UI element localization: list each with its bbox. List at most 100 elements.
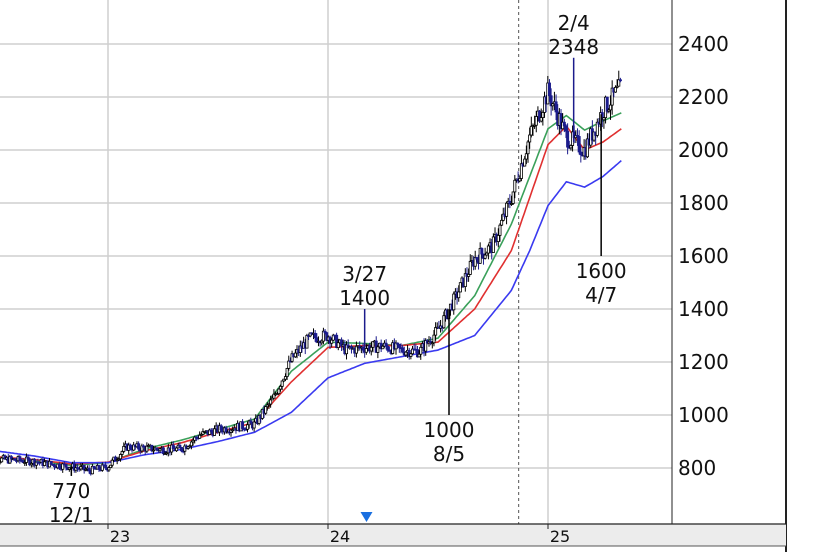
price-candle xyxy=(275,393,279,396)
price-candle xyxy=(354,345,358,354)
price-candle xyxy=(369,346,373,352)
annotation-value-1: 770 xyxy=(52,479,90,503)
price-candle xyxy=(150,444,154,452)
price-candle xyxy=(519,163,523,179)
annotation-date-5: 4/7 xyxy=(585,283,617,307)
price-candle xyxy=(501,213,505,221)
price-candle xyxy=(524,153,528,160)
price-candle xyxy=(473,257,477,267)
price-candle xyxy=(415,349,419,358)
price-candle xyxy=(246,424,250,430)
annotation-date-4: 2/4 xyxy=(558,11,590,35)
price-candle xyxy=(325,332,329,341)
price-candle xyxy=(585,138,589,158)
ma-line-3 xyxy=(0,160,622,464)
price-candle xyxy=(171,444,175,449)
price-candle xyxy=(523,158,527,167)
price-candle xyxy=(547,82,551,97)
price-candle xyxy=(498,224,502,236)
price-candle xyxy=(463,273,467,287)
price-candle xyxy=(467,274,471,277)
price-candle xyxy=(72,463,76,471)
price-candle xyxy=(475,257,479,260)
price-candle xyxy=(199,434,203,436)
price-candle xyxy=(549,95,553,107)
price-candle xyxy=(34,461,38,466)
triangle-marker-icon xyxy=(360,512,373,522)
price-candle xyxy=(592,131,596,141)
price-candle xyxy=(140,445,144,452)
annotation-date-1: 12/1 xyxy=(49,503,94,527)
price-candle xyxy=(432,334,436,344)
price-candle xyxy=(500,219,504,226)
ma-line-1 xyxy=(0,112,622,467)
annotation-value-5: 1600 xyxy=(576,259,627,283)
price-candle xyxy=(189,441,193,447)
price-candle xyxy=(64,463,68,468)
price-candle xyxy=(120,451,124,455)
y-axis-tick-labels: 800 1000 1200 1400 1600 1800 2000 2200 2400 xyxy=(678,32,729,480)
price-candle xyxy=(269,399,273,405)
price-candle xyxy=(29,462,33,466)
price-candle xyxy=(510,203,514,205)
price-candle xyxy=(305,335,309,349)
price-candle xyxy=(381,345,385,350)
y-tick-label-2000: 2000 xyxy=(678,138,729,162)
price-candle xyxy=(272,393,276,399)
price-candle xyxy=(569,145,573,149)
price-candle xyxy=(52,464,56,468)
price-candle xyxy=(566,130,570,148)
price-candle xyxy=(188,445,192,448)
y-axis-panel xyxy=(672,0,786,524)
price-candle xyxy=(43,461,47,466)
price-candle xyxy=(508,200,512,205)
price-candle xyxy=(165,452,169,455)
annotation-value-4: 2348 xyxy=(548,35,599,59)
price-candle xyxy=(417,353,421,358)
price-candle xyxy=(219,425,223,431)
price-candle xyxy=(252,421,256,429)
price-candle xyxy=(132,444,136,451)
price-candle xyxy=(345,344,349,355)
price-candle xyxy=(376,346,380,353)
price-candle xyxy=(384,342,388,347)
time-axis-strip xyxy=(0,524,786,546)
price-candle xyxy=(117,458,121,461)
price-candle xyxy=(18,456,22,461)
price-candle xyxy=(145,445,149,452)
price-candle xyxy=(193,436,197,441)
axis-frame xyxy=(0,0,787,552)
price-candle xyxy=(320,340,324,344)
price-candle xyxy=(49,460,53,465)
price-candle xyxy=(457,291,461,299)
price-candle xyxy=(564,125,568,132)
price-candle xyxy=(411,348,415,355)
price-candle xyxy=(430,342,434,345)
price-candle xyxy=(92,465,96,469)
price-candle xyxy=(615,85,619,88)
price-candle xyxy=(313,332,317,339)
price-candle xyxy=(554,101,558,113)
price-candle xyxy=(224,427,228,433)
price-candle xyxy=(609,104,613,111)
price-candle xyxy=(13,458,17,461)
x-tick-label-25: 25 xyxy=(550,527,570,546)
price-candle xyxy=(511,191,515,204)
price-candle xyxy=(323,330,327,334)
price-candle xyxy=(267,403,271,406)
price-candle xyxy=(349,346,353,349)
price-candle xyxy=(559,113,563,130)
price-candle xyxy=(287,360,291,369)
price-candle xyxy=(241,421,245,429)
price-candle xyxy=(602,117,606,121)
ma-line-2 xyxy=(0,125,622,465)
price-candle xyxy=(290,353,294,362)
price-candle xyxy=(579,151,583,156)
price-candle xyxy=(539,117,543,122)
price-candle xyxy=(198,434,202,439)
price-candle xyxy=(613,86,617,93)
price-candle xyxy=(10,456,14,460)
price-candle xyxy=(110,459,114,466)
